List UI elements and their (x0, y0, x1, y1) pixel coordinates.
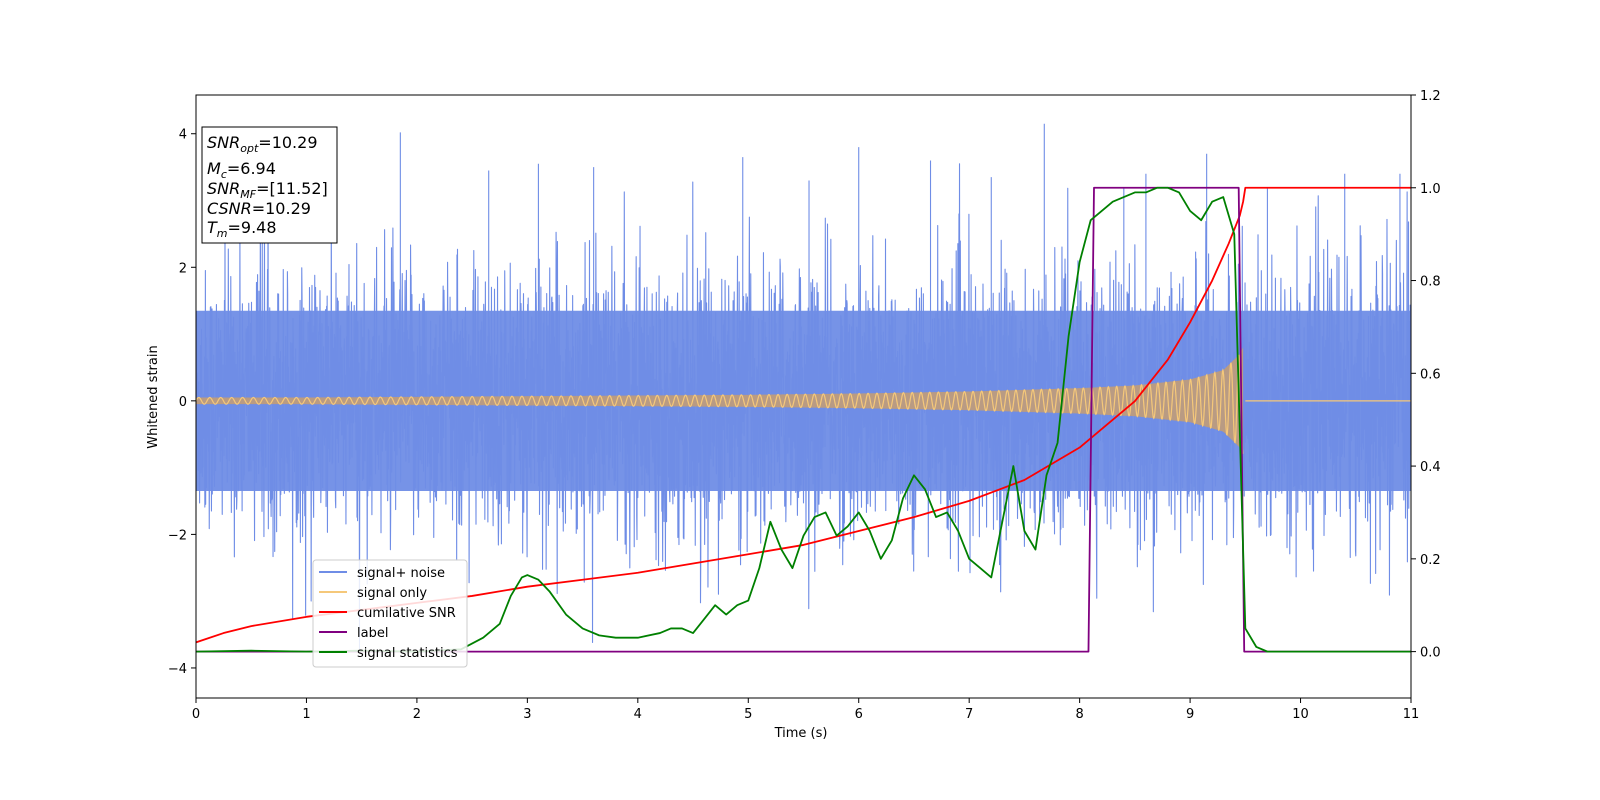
legend-item-cumulative-snr: cumilative SNR (319, 606, 456, 621)
x-tick-label: 2 (413, 707, 421, 722)
legend-item-label: label (319, 626, 388, 641)
legend-label-signal-only: signal only (357, 586, 427, 601)
axes: 0 1 2 3 4 5 6 7 8 9 10 11 4 2 0 −2 −4 1.2 1.0 0.8 0.6 0.4 0.2 0… (168, 89, 1441, 722)
x-tick-label: 8 (1075, 707, 1083, 722)
legend-label-cumulative-snr: cumilative SNR (357, 606, 456, 621)
series-signal-statistics (196, 186, 1411, 653)
series-signal-only (196, 354, 1411, 454)
legend-frame (312, 559, 468, 668)
x-tick-label: 1 (302, 707, 310, 722)
legend-item-signal-only: signal only (319, 586, 427, 601)
legend-label-label: label (357, 626, 388, 641)
annotation-tm: Tm=9.48 (207, 218, 277, 240)
y-tick-label: 2 (179, 261, 187, 276)
series-signal-only-envelope (196, 347, 1244, 455)
x-tick-label: 5 (744, 707, 752, 722)
annotation-frame (201, 126, 338, 244)
x-tick-label: 9 (1186, 707, 1194, 722)
x-tick-label: 7 (965, 707, 973, 722)
y2-tick-label: 0.2 (1420, 553, 1441, 568)
legend: signal+ noise signal only cumilative SNR… (312, 559, 468, 668)
y2-tick-label: 1.0 (1420, 182, 1441, 197)
y-tick-label: 0 (179, 395, 187, 410)
x-axis-label: Time (s) (774, 726, 828, 741)
y-tick-label: −2 (168, 528, 187, 543)
y-tick-label: −4 (168, 662, 187, 677)
x-tick-label: 4 (634, 707, 642, 722)
y2-tick-label: 0.4 (1420, 460, 1441, 475)
y2-tick-label: 0.8 (1420, 275, 1441, 290)
legend-label-signal-noise: signal+ noise (357, 566, 445, 581)
legend-label-signal-statistics: signal statistics (357, 646, 458, 661)
axes-frame (195, 94, 1412, 699)
annotation-csnr: CSNR=10.29 (207, 199, 311, 218)
y2-tick-label: 1.2 (1420, 89, 1441, 104)
y-tick-label: 4 (179, 128, 187, 143)
annotation-snr-mf: SNRMF=[11.52] (207, 179, 328, 201)
x-tick-label: 10 (1292, 707, 1309, 722)
legend-item-signal-statistics: signal statistics (319, 646, 458, 661)
annotation-snr-opt: SNRopt=10.29 (207, 133, 318, 155)
x-tick-label: 6 (855, 707, 863, 722)
annotation-box: SNRopt=10.29 Mc=6.94 SNRMF=[11.52] CSNR=… (201, 126, 338, 244)
x-tick-label: 3 (523, 707, 531, 722)
y2-tick-label: 0.6 (1420, 367, 1441, 382)
series-signal-noise (196, 123, 1411, 650)
x-tick-label: 11 (1403, 707, 1420, 722)
legend-item-signal-noise: signal+ noise (319, 566, 445, 581)
y-axis-label: Whitened strain (146, 345, 161, 448)
x-tick-label: 0 (192, 707, 200, 722)
annotation-mc: Mc=6.94 (207, 159, 276, 181)
y2-tick-label: 0.0 (1420, 646, 1441, 661)
